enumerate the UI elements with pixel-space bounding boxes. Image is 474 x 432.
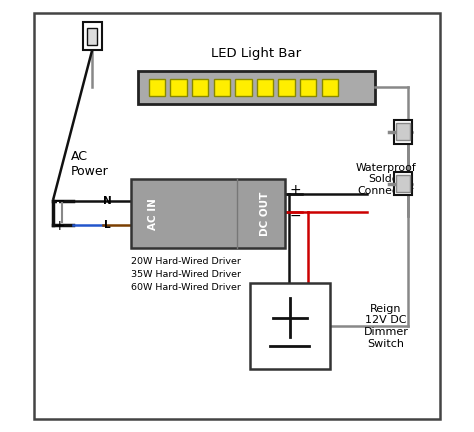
Text: AC
Power: AC Power (71, 150, 109, 178)
Bar (131, 179, 284, 248)
Bar (250, 283, 330, 369)
Bar (235, 79, 252, 96)
Bar (171, 79, 187, 96)
Text: AC IN: AC IN (148, 198, 158, 230)
Text: DC OUT: DC OUT (260, 192, 270, 236)
Text: Waterproof
Solder
Connector: Waterproof Solder Connector (356, 163, 417, 196)
Bar (394, 172, 412, 196)
Bar (192, 79, 209, 96)
Text: −: − (53, 194, 65, 207)
Bar (396, 175, 410, 192)
Bar (83, 22, 102, 50)
Bar (137, 71, 375, 104)
Bar (300, 79, 317, 96)
Text: 20W Hard-Wired Driver: 20W Hard-Wired Driver (131, 257, 241, 266)
Bar (322, 79, 338, 96)
Text: N: N (103, 196, 112, 206)
Bar (278, 79, 295, 96)
Bar (214, 79, 230, 96)
Text: 60W Hard-Wired Driver: 60W Hard-Wired Driver (131, 283, 241, 292)
Bar (394, 120, 412, 143)
Bar (396, 124, 410, 140)
Text: −: − (290, 209, 301, 223)
Bar (257, 79, 273, 96)
Text: 35W Hard-Wired Driver: 35W Hard-Wired Driver (131, 270, 241, 279)
Text: +: + (290, 183, 301, 197)
Text: +: + (53, 219, 65, 232)
Text: L: L (104, 220, 111, 230)
Text: Reign
12V DC
Dimmer
Switch: Reign 12V DC Dimmer Switch (364, 304, 409, 349)
Bar (87, 28, 98, 45)
Bar (149, 79, 165, 96)
Text: LED Light Bar: LED Light Bar (211, 48, 301, 60)
